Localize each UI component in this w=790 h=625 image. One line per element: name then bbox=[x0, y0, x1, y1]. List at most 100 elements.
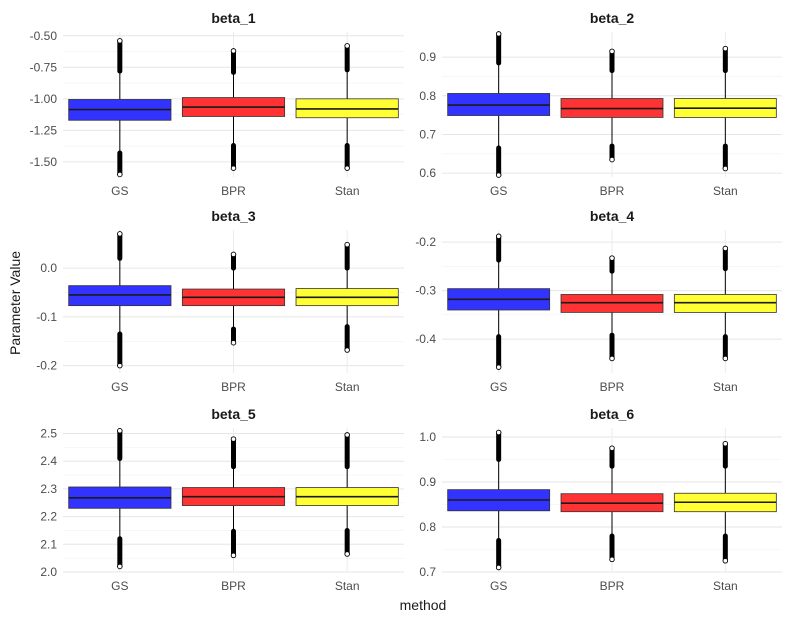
box-Stan bbox=[673, 245, 777, 362]
y-tick-label: -0.3 bbox=[415, 284, 436, 298]
x-tick-label: GS bbox=[111, 579, 128, 593]
outlier-point bbox=[117, 171, 123, 178]
box-BPR bbox=[560, 445, 664, 563]
y-tick-label: -1.00 bbox=[30, 92, 58, 106]
x-tick-label: BPR bbox=[221, 579, 246, 593]
x-tick-label: BPR bbox=[600, 184, 625, 198]
outlier-point bbox=[230, 251, 237, 258]
y-tick-label: 0.8 bbox=[419, 89, 436, 103]
y-tick-label: 0.6 bbox=[419, 166, 436, 180]
panel-beta_1: beta_1 -1.50 -1.25 -1.00 -0.75 -0.50 GS BPR Stan bbox=[30, 10, 404, 198]
panel-beta_4: beta_4 -0.4 -0.3 -0.2 GS BPR Stan bbox=[415, 208, 782, 394]
box-GS bbox=[68, 231, 172, 369]
outlier-point bbox=[609, 355, 615, 362]
x-tick-label: Stan bbox=[713, 380, 738, 394]
panel-title: beta_5 bbox=[211, 406, 256, 422]
outlier-point bbox=[117, 231, 123, 237]
outlier-point bbox=[722, 45, 729, 52]
outlier-point bbox=[609, 556, 615, 563]
box-BPR bbox=[181, 48, 286, 171]
x-tick-label: GS bbox=[490, 579, 507, 593]
x-tick-label: GS bbox=[111, 380, 128, 394]
y-tick-label: 2.0 bbox=[40, 565, 57, 579]
panel-beta_6: beta_6 0.7 0.8 0.9 1.0 GS BPR Stan bbox=[419, 406, 782, 593]
outlier-point bbox=[344, 43, 350, 49]
outlier-point bbox=[230, 165, 237, 171]
x-tick-label: GS bbox=[490, 184, 507, 198]
outlier-point bbox=[230, 552, 237, 559]
y-tick-label: -0.2 bbox=[36, 359, 57, 373]
x-tick-label: BPR bbox=[600, 579, 625, 593]
outlier-point bbox=[117, 428, 123, 434]
outlier-point bbox=[609, 48, 615, 55]
box-GS bbox=[68, 38, 172, 178]
outlier-point bbox=[609, 255, 615, 261]
panels-group: beta_1 -1.50 -1.25 -1.00 -0.75 -0.50 GS BPR Stan… bbox=[30, 10, 782, 593]
y-tick-label: 1.0 bbox=[419, 430, 436, 444]
x-axis-title: method bbox=[400, 597, 447, 613]
panel-title: beta_1 bbox=[211, 10, 256, 26]
panel-title: beta_6 bbox=[590, 406, 635, 422]
y-tick-label: -0.50 bbox=[30, 29, 58, 43]
y-tick-label: 0.0 bbox=[40, 261, 57, 275]
x-tick-label: Stan bbox=[335, 579, 360, 593]
box-BPR bbox=[560, 48, 664, 163]
box-GS bbox=[447, 429, 551, 571]
y-tick-label: -0.1 bbox=[36, 310, 57, 324]
outlier-point bbox=[722, 355, 729, 362]
y-tick-label: 0.8 bbox=[419, 520, 436, 534]
box-Stan bbox=[295, 432, 399, 557]
outlier-point bbox=[722, 245, 729, 252]
x-tick-label: BPR bbox=[221, 380, 246, 394]
y-tick-label: 0.7 bbox=[419, 565, 436, 579]
outlier-point bbox=[495, 364, 502, 370]
outlier-point bbox=[495, 172, 502, 178]
outlier-point bbox=[344, 551, 350, 557]
y-tick-label: 2.2 bbox=[40, 510, 57, 524]
box-BPR bbox=[181, 436, 286, 559]
panel-beta_2: beta_2 0.6 0.7 0.8 0.9 GS BPR Stan bbox=[419, 10, 782, 198]
x-tick-label: Stan bbox=[713, 184, 738, 198]
outlier-point bbox=[117, 362, 123, 369]
x-tick-label: BPR bbox=[600, 380, 625, 394]
x-tick-label: Stan bbox=[335, 380, 360, 394]
x-tick-label: Stan bbox=[713, 579, 738, 593]
box-BPR bbox=[560, 255, 664, 362]
box-GS bbox=[68, 428, 172, 570]
x-tick-label: GS bbox=[490, 380, 507, 394]
outlier-point bbox=[117, 563, 123, 570]
panel-beta_5: beta_5 2.0 2.1 2.2 2.3 2.4 2.5 GS BPR Stan bbox=[40, 406, 404, 593]
x-tick-label: BPR bbox=[221, 184, 246, 198]
outlier-point bbox=[722, 441, 729, 447]
box-Stan bbox=[295, 241, 399, 353]
box-GS bbox=[447, 31, 551, 178]
y-axis-title: Parameter Value bbox=[7, 251, 23, 355]
outlier-point bbox=[344, 241, 350, 248]
outlier-point bbox=[344, 347, 350, 353]
outlier-point bbox=[230, 339, 237, 346]
outlier-point bbox=[495, 31, 502, 37]
x-tick-label: Stan bbox=[335, 184, 360, 198]
outlier-point bbox=[117, 38, 123, 44]
outlier-point bbox=[609, 445, 615, 452]
box-Stan bbox=[673, 45, 777, 172]
y-tick-label: -0.75 bbox=[30, 60, 58, 74]
panel-title: beta_4 bbox=[590, 208, 635, 224]
x-tick-label: GS bbox=[111, 184, 128, 198]
outlier-point bbox=[230, 436, 237, 442]
y-tick-label: 2.3 bbox=[40, 482, 57, 496]
outlier-point bbox=[722, 558, 729, 564]
outlier-point bbox=[495, 564, 502, 571]
panel-title: beta_3 bbox=[211, 208, 256, 224]
panel-title: beta_2 bbox=[590, 10, 635, 26]
y-tick-label: 2.4 bbox=[40, 454, 57, 468]
y-tick-label: 0.9 bbox=[419, 50, 436, 64]
y-tick-label: 0.7 bbox=[419, 127, 436, 141]
y-tick-label: -1.25 bbox=[30, 123, 58, 137]
outlier-point bbox=[609, 156, 615, 163]
panel-beta_3: beta_3 -0.2 -0.1 0.0 GS BPR Stan bbox=[36, 208, 404, 394]
outlier-point bbox=[495, 233, 502, 240]
y-tick-label: -0.2 bbox=[415, 235, 436, 249]
